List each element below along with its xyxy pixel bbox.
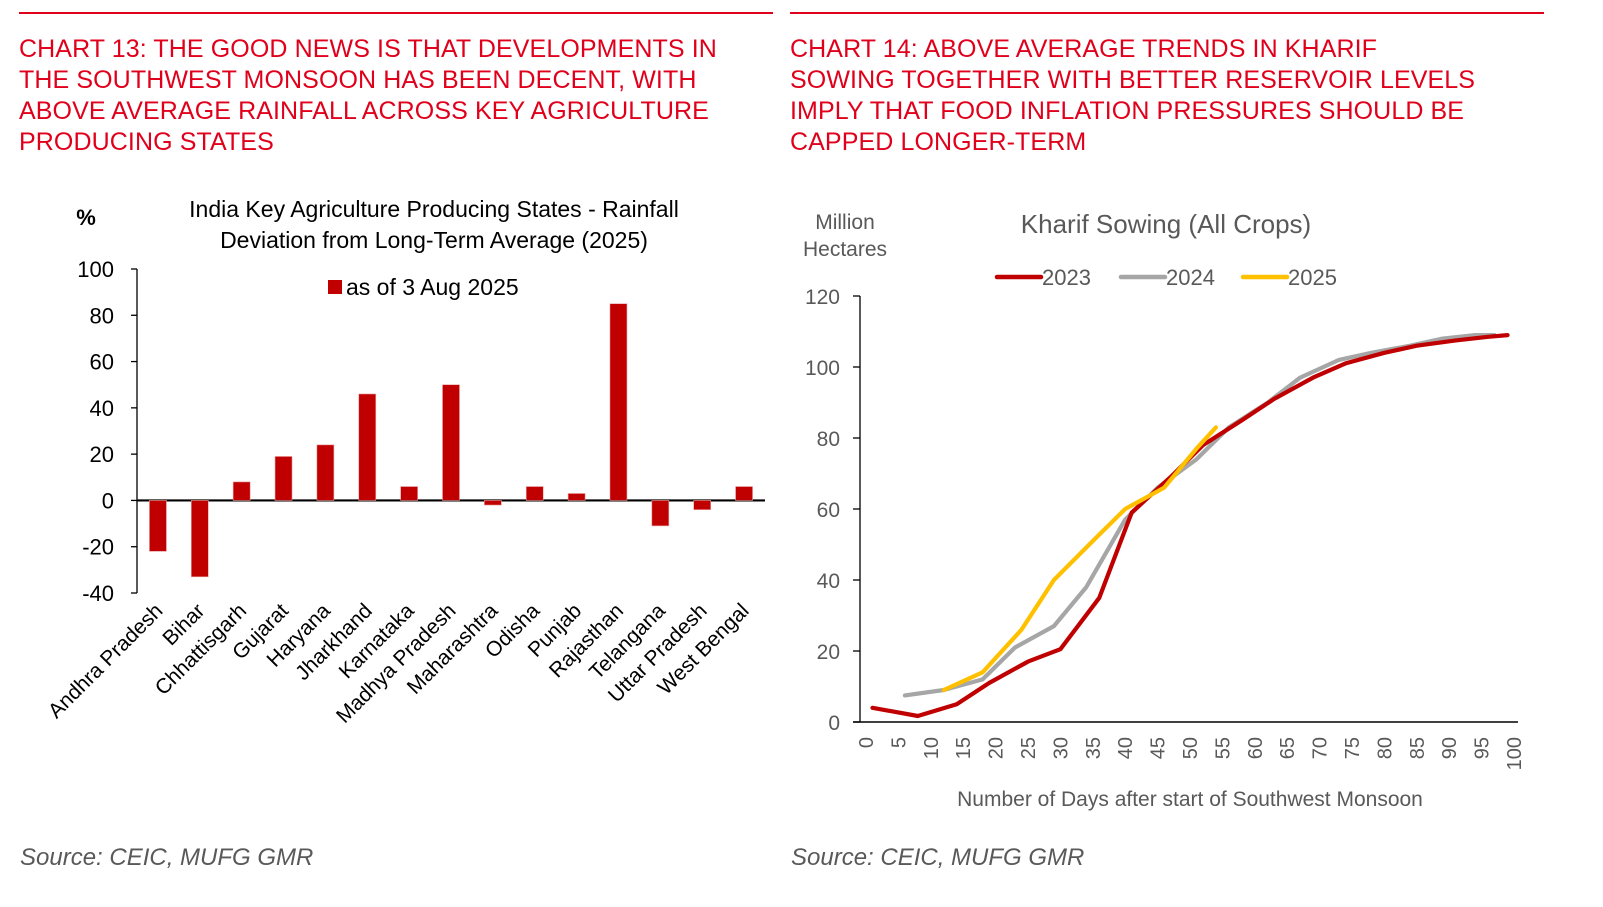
bar-chart-title-line-1: India Key Agriculture Producing States -…: [189, 196, 679, 222]
bar-punjab: [567, 493, 586, 501]
line-y-unit-label-2: Hectares: [803, 238, 887, 261]
line-x-tick-label: 90: [1439, 737, 1461, 759]
line-x-tick-label: 25: [1018, 737, 1040, 759]
bar-gujarat: [274, 456, 293, 501]
bar-telangana: [651, 500, 670, 527]
bar-x-tick-label: Andhra Pradesh: [44, 599, 168, 723]
line-y-tick-label: 60: [817, 499, 840, 522]
bar-madhya-pradesh: [442, 384, 460, 501]
line-y-unit-label-1: Million: [815, 211, 875, 234]
line-y-tick-label: 80: [817, 428, 840, 451]
bar-y-tick-label: 60: [90, 350, 114, 375]
legend-label-2023: 2023: [1042, 265, 1091, 290]
line-x-tick-label: 70: [1310, 737, 1332, 759]
bar-chhattisgarh: [232, 481, 251, 501]
line-y-tick-label: 0: [828, 712, 840, 735]
bar-legend-swatch: [328, 280, 342, 294]
bar-bihar: [191, 500, 209, 578]
line-y-tick-label: 100: [805, 357, 840, 380]
series-line-2025: [941, 425, 1219, 693]
bar-legend-label: as of 3 Aug 2025: [346, 274, 519, 300]
bar-karnataka: [400, 486, 418, 501]
line-y-tick-label: 40: [817, 570, 840, 593]
line-x-tick-label: 40: [1115, 737, 1137, 759]
bar-chart-title-line-2: Deviation from Long-Term Average (2025): [220, 227, 648, 253]
line-x-tick-label: 0: [856, 737, 878, 748]
line-y-tick-label: 20: [817, 641, 840, 664]
line-x-tick-label: 20: [986, 737, 1008, 759]
line-x-tick-label: 45: [1148, 737, 1170, 759]
line-x-tick-label: 35: [1083, 737, 1105, 759]
chart-13-source: Source: CEIC, MUFG GMR: [20, 844, 314, 871]
bar-jharkhand: [358, 393, 377, 501]
line-x-tick-label: 75: [1342, 737, 1364, 759]
bar-odisha: [525, 486, 544, 501]
legend-label-2024: 2024: [1166, 265, 1215, 290]
bar-y-tick-label: -40: [82, 581, 114, 606]
line-chart-title: Kharif Sowing (All Crops): [1021, 209, 1311, 239]
line-x-tick-label: 95: [1472, 737, 1494, 759]
line-x-tick-label: 10: [921, 737, 943, 759]
line-x-tick-label: 80: [1374, 737, 1396, 759]
line-x-tick-label: 55: [1212, 737, 1234, 759]
bar-y-tick-label: 80: [90, 303, 114, 328]
chart-13-bar-chart: % India Key Agriculture Producing States…: [44, 196, 765, 728]
line-x-axis-title: Number of Days after start of Southwest …: [957, 788, 1423, 811]
series-line-2024: [902, 333, 1497, 698]
chart-14-headline: CHART 14: ABOVE AVERAGE TRENDS IN KHARIF…: [790, 35, 1476, 156]
line-x-tick-label: 85: [1407, 737, 1429, 759]
series-line-2023: [870, 333, 1510, 719]
line-x-tick-label: 30: [1050, 737, 1072, 759]
bar-y-tick-label: 40: [90, 396, 114, 421]
line-x-tick-label: 5: [888, 737, 910, 748]
bar-y-tick-label: 100: [77, 257, 114, 282]
headline-rule-right: [790, 12, 1544, 14]
bar-haryana: [316, 444, 335, 501]
bar-rajasthan: [609, 303, 628, 501]
line-x-tick-label: 15: [953, 737, 975, 759]
bar-uttar-pradesh: [693, 500, 712, 510]
chart-14-source: Source: CEIC, MUFG GMR: [791, 844, 1085, 871]
headline-rule-left: [19, 12, 773, 14]
chart-13-headline: CHART 13: THE GOOD NEWS IS THAT DEVELOPM…: [19, 35, 717, 156]
line-x-tick-label: 60: [1245, 737, 1267, 759]
bar-y-tick-label: 20: [90, 442, 114, 467]
bar-maharashtra: [484, 500, 502, 506]
line-y-tick-label: 120: [805, 286, 840, 309]
bar-y-tick-label: -20: [82, 535, 114, 560]
line-x-tick-label: 50: [1180, 737, 1202, 759]
bar-west-bengal: [735, 486, 753, 501]
line-x-tick-label: 65: [1277, 737, 1299, 759]
bar-y-unit-label: %: [76, 205, 96, 230]
bar-andhra-pradesh: [149, 500, 167, 552]
legend-label-2025: 2025: [1288, 265, 1337, 290]
bar-y-tick-label: 0: [102, 488, 114, 513]
line-x-tick-label: 100: [1504, 737, 1526, 770]
